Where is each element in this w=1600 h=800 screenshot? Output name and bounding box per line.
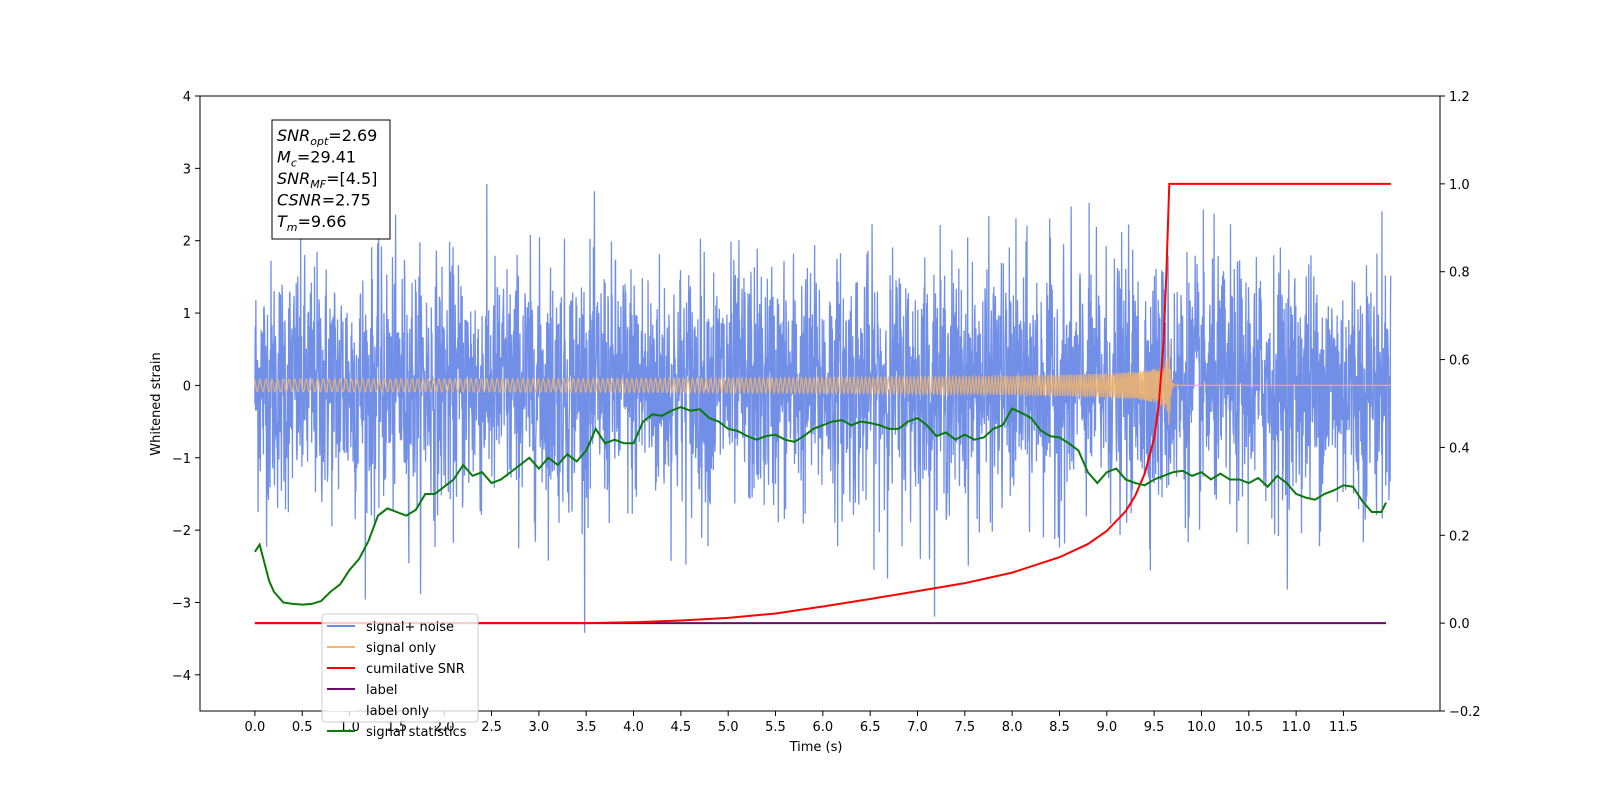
x-tick-label: 4.0 (623, 720, 644, 735)
legend: signal+ noise signal only cumilative SNR la… (321, 613, 479, 740)
y-axis-right: 1.2 1.0 0.8 0.6 0.4 0.2 0.0 −0.2 (1440, 90, 1481, 720)
y-tick-label: 1 (183, 307, 191, 322)
series-signal-statistics-line (254, 406, 1387, 606)
x-tick-label: 11.0 (1282, 720, 1311, 735)
annotation-sub: opt (310, 135, 329, 148)
series-cumulative-snr-line (254, 182, 1391, 625)
y2-tick-label: 0.6 (1449, 354, 1470, 369)
x-tick-label: 10.0 (1187, 720, 1216, 735)
x-tick-label: 2.0 (434, 720, 455, 735)
x-tick-label: 0.0 (245, 720, 266, 735)
legend-entry: signal+ noise (366, 620, 454, 635)
annotation-line: CSNR=2.75 (277, 191, 371, 210)
legend-entry: signal statistics (366, 725, 467, 740)
annotation-sub: c (291, 157, 297, 170)
annotation-value: =9.66 (298, 212, 347, 231)
x-tick-label: 0.5 (292, 720, 313, 735)
y-tick-label: −3 (172, 596, 191, 611)
y-tick-label: 4 (183, 90, 191, 105)
y2-tick-label: 0.8 (1449, 266, 1470, 281)
x-tick-label: 10.5 (1234, 720, 1263, 735)
x-tick-label: 9.5 (1144, 720, 1165, 735)
annotation-var: M (277, 148, 291, 167)
x-tick-label: 11.5 (1329, 720, 1358, 735)
y2-tick-label: 0.2 (1449, 529, 1470, 544)
annotation-var: SNR (277, 169, 310, 188)
x-tick-label: 8.0 (1002, 720, 1023, 735)
legend-entry: label only (366, 704, 429, 719)
x-tick-label: 6.5 (860, 720, 881, 735)
legend-entry: cumilative SNR (366, 662, 465, 677)
x-tick-label: 7.5 (954, 720, 975, 735)
annotation-var: T (277, 212, 288, 231)
legend-entry: signal only (366, 641, 436, 656)
y-tick-label: −2 (172, 524, 191, 539)
annotation-value: =[4.5] (326, 169, 377, 188)
series-signal-noise-line (254, 183, 1392, 633)
annotation-line: SNRopt=2.69 (277, 126, 377, 148)
y2-tick-label: 0.4 (1449, 441, 1470, 456)
annotation-sub: m (287, 221, 298, 234)
y-tick-label: 0 (183, 379, 191, 394)
y-axis-left: 4 3 2 1 0 −1 −2 −3 −4 (172, 90, 200, 684)
x-axis: 0.0 0.5 1.0 1.5 2.0 2.5 3.0 3.5 4.0 4.5 5.0 5.5 6.0 6… (245, 711, 1358, 735)
y2-tick-label: 1.0 (1449, 178, 1470, 193)
y-tick-label: −1 (172, 452, 191, 467)
x-tick-label: 3.5 (576, 720, 597, 735)
legend-entry: label (366, 683, 397, 698)
y2-tick-label: 1.2 (1449, 90, 1470, 105)
annotation-sub: MF (310, 178, 326, 191)
x-tick-label: 9.0 (1096, 720, 1117, 735)
y2-tick-label: 0.0 (1449, 617, 1470, 632)
legend-frame (321, 613, 479, 723)
y-tick-label: 3 (183, 162, 191, 177)
y-tick-label: 2 (183, 235, 191, 250)
annotation-box: SNRopt=2.69Mc=29.41SNRMF=[4.5]CSNR=2.75T… (271, 119, 391, 240)
annotation-var: CSNR (277, 191, 322, 210)
annotation-value: =2.69 (328, 126, 377, 145)
annotation-line: SNRMF=[4.5] (277, 169, 377, 191)
x-tick-label: 7.0 (907, 720, 928, 735)
x-tick-label: 5.0 (718, 720, 739, 735)
y-axis-label: Whitened strain (149, 352, 164, 455)
x-tick-label: 4.5 (671, 720, 692, 735)
y2-tick-label: −0.2 (1449, 705, 1481, 720)
x-tick-label: 8.5 (1049, 720, 1070, 735)
x-axis-label: Time (s) (789, 740, 843, 755)
annotation-value: =29.41 (297, 148, 356, 167)
annotation-line: Tm=9.66 (277, 212, 347, 234)
plot-frame (199, 95, 1441, 712)
annotation-value: =2.75 (322, 191, 371, 210)
annotation-line: Mc=29.41 (277, 148, 356, 170)
annotation-var: SNR (277, 126, 310, 145)
x-tick-label: 5.5 (765, 720, 786, 735)
x-tick-label: 1.5 (387, 720, 408, 735)
y-tick-label: −4 (172, 669, 191, 684)
annotation-frame (271, 119, 391, 240)
series-signal-only-line (254, 341, 1391, 425)
x-tick-label: 3.0 (529, 720, 550, 735)
x-tick-label: 6.0 (812, 720, 833, 735)
x-tick-label: 2.5 (481, 720, 502, 735)
